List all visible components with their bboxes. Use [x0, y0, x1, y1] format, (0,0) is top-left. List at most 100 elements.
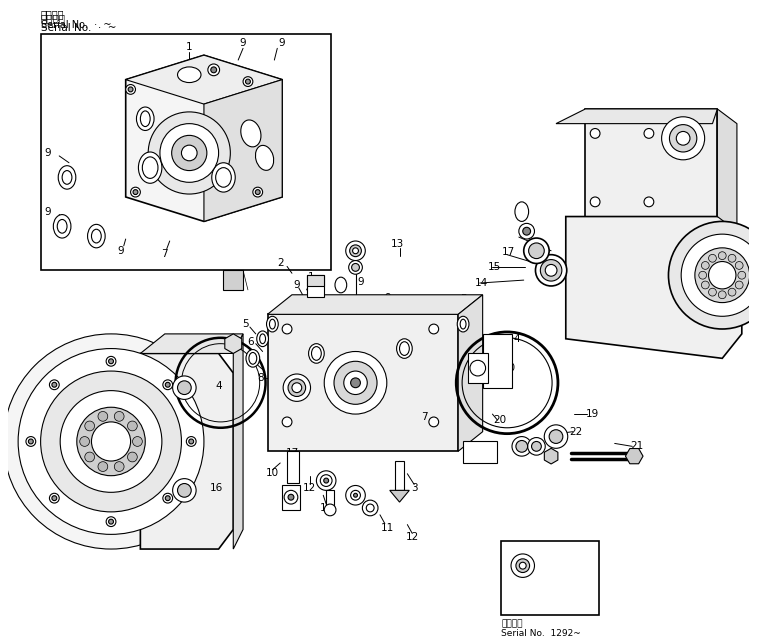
Bar — [394, 461, 404, 490]
Circle shape — [52, 496, 57, 500]
Circle shape — [253, 187, 263, 197]
Circle shape — [516, 440, 528, 452]
Circle shape — [85, 452, 95, 462]
Text: 適用号機: 適用号機 — [41, 9, 64, 19]
Text: 9: 9 — [117, 246, 124, 256]
Circle shape — [346, 241, 366, 261]
Circle shape — [76, 407, 145, 475]
Circle shape — [512, 436, 531, 456]
Text: 9: 9 — [251, 358, 258, 368]
Circle shape — [163, 493, 173, 503]
Polygon shape — [625, 449, 643, 464]
Circle shape — [524, 238, 549, 263]
Circle shape — [245, 79, 251, 84]
Circle shape — [324, 478, 329, 483]
Circle shape — [709, 261, 736, 289]
Circle shape — [128, 87, 133, 92]
Polygon shape — [585, 109, 718, 217]
Circle shape — [324, 351, 387, 414]
Text: 11: 11 — [319, 503, 333, 513]
Polygon shape — [223, 270, 243, 290]
Circle shape — [535, 255, 567, 286]
Circle shape — [702, 281, 709, 289]
Text: 適用引機: 適用引機 — [501, 619, 523, 628]
Ellipse shape — [257, 331, 269, 346]
Circle shape — [531, 442, 541, 451]
Circle shape — [669, 125, 697, 152]
Bar — [287, 451, 299, 482]
Text: 6: 6 — [248, 337, 254, 347]
Circle shape — [127, 452, 137, 462]
Text: 8: 8 — [372, 298, 378, 307]
Text: 14: 14 — [475, 278, 488, 288]
Circle shape — [316, 471, 336, 490]
Circle shape — [668, 222, 757, 329]
Circle shape — [41, 371, 182, 512]
Circle shape — [549, 430, 563, 443]
Circle shape — [282, 417, 292, 427]
Circle shape — [114, 412, 124, 421]
Ellipse shape — [139, 152, 162, 183]
Text: 13: 13 — [391, 239, 404, 249]
Circle shape — [208, 64, 220, 75]
Circle shape — [523, 227, 531, 235]
Circle shape — [210, 67, 217, 73]
Circle shape — [98, 412, 107, 421]
Ellipse shape — [58, 166, 76, 189]
Ellipse shape — [457, 316, 469, 332]
Text: 21: 21 — [631, 442, 643, 451]
Circle shape — [681, 234, 757, 316]
Circle shape — [108, 359, 114, 364]
Circle shape — [709, 254, 716, 262]
Circle shape — [334, 361, 377, 404]
Circle shape — [182, 145, 197, 161]
Circle shape — [519, 224, 534, 239]
Circle shape — [544, 425, 568, 449]
Circle shape — [178, 381, 192, 394]
Ellipse shape — [241, 120, 261, 147]
Text: 10: 10 — [503, 363, 516, 373]
Text: 11: 11 — [382, 523, 394, 532]
Circle shape — [106, 517, 116, 527]
Circle shape — [350, 378, 360, 388]
Circle shape — [26, 436, 36, 447]
Circle shape — [349, 261, 363, 274]
Text: 17: 17 — [502, 247, 516, 257]
Text: 9: 9 — [240, 38, 246, 49]
Ellipse shape — [266, 316, 279, 332]
Circle shape — [644, 197, 654, 207]
Circle shape — [188, 439, 194, 444]
Polygon shape — [556, 109, 718, 123]
Text: 4: 4 — [215, 381, 222, 390]
Circle shape — [699, 272, 706, 279]
Circle shape — [92, 422, 131, 461]
Bar — [326, 490, 334, 512]
Circle shape — [255, 190, 260, 194]
Circle shape — [695, 248, 749, 303]
Text: 20: 20 — [494, 415, 507, 425]
Circle shape — [590, 197, 600, 207]
Circle shape — [85, 421, 95, 431]
Text: 5: 5 — [460, 294, 467, 304]
Circle shape — [718, 291, 726, 298]
Polygon shape — [267, 295, 483, 314]
Circle shape — [470, 360, 485, 376]
Ellipse shape — [397, 339, 413, 358]
Circle shape — [350, 245, 361, 257]
Circle shape — [516, 559, 530, 573]
Circle shape — [676, 132, 690, 145]
Circle shape — [132, 436, 142, 447]
Polygon shape — [225, 334, 241, 353]
Circle shape — [178, 484, 192, 497]
Circle shape — [52, 382, 57, 387]
Circle shape — [350, 490, 360, 500]
Circle shape — [282, 324, 292, 334]
Circle shape — [540, 259, 562, 281]
Circle shape — [284, 490, 298, 504]
Bar — [307, 275, 324, 296]
Polygon shape — [140, 334, 243, 353]
Bar — [463, 442, 497, 463]
Circle shape — [29, 439, 33, 444]
Circle shape — [353, 248, 359, 254]
Bar — [282, 486, 300, 510]
